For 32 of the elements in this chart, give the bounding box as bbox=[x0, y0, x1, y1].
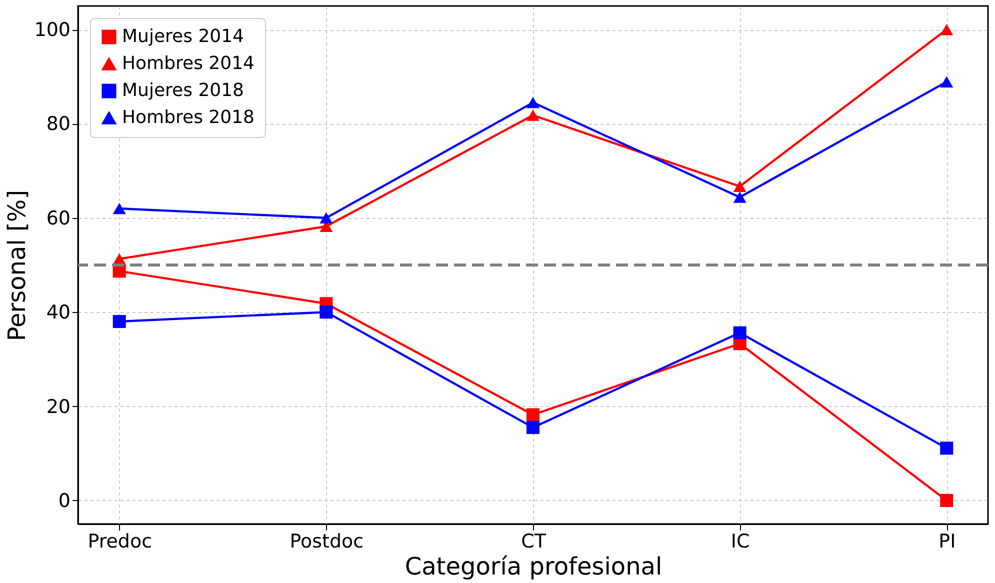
legend-label: Mujeres 2018 bbox=[122, 80, 244, 101]
x-tick-label: IC bbox=[730, 530, 750, 552]
x-axis-title: Categoría profesional bbox=[404, 552, 662, 580]
point bbox=[940, 442, 954, 455]
point bbox=[940, 494, 954, 507]
point bbox=[733, 192, 746, 203]
x-tick-label: PI bbox=[938, 530, 956, 552]
point bbox=[112, 202, 126, 214]
x-tick-label: CT bbox=[521, 530, 546, 552]
point bbox=[526, 96, 540, 108]
point bbox=[940, 76, 954, 88]
legend-label: Hombres 2014 bbox=[122, 53, 254, 74]
legend-label: Mujeres 2014 bbox=[122, 26, 244, 47]
point bbox=[733, 180, 746, 192]
point bbox=[320, 306, 333, 319]
x-tick-label: Predoc bbox=[88, 530, 152, 552]
y-tick-label: 60 bbox=[46, 207, 70, 230]
legend-label: Hombres 2018 bbox=[122, 107, 254, 128]
point bbox=[112, 314, 126, 328]
y-tick-label: 40 bbox=[46, 302, 70, 324]
y-tick-label: 0 bbox=[58, 490, 70, 512]
point bbox=[526, 110, 540, 121]
y-tick-label: 100 bbox=[34, 19, 70, 42]
y-tick-label: 20 bbox=[46, 396, 70, 418]
y-axis-title: Personal [%] bbox=[3, 190, 32, 342]
point bbox=[940, 24, 954, 36]
point bbox=[526, 408, 540, 422]
point bbox=[526, 420, 540, 434]
y-tick-label: 80 bbox=[46, 113, 70, 136]
x-tick-label: Postdoc bbox=[290, 530, 364, 552]
point bbox=[733, 326, 746, 340]
point bbox=[320, 212, 333, 224]
